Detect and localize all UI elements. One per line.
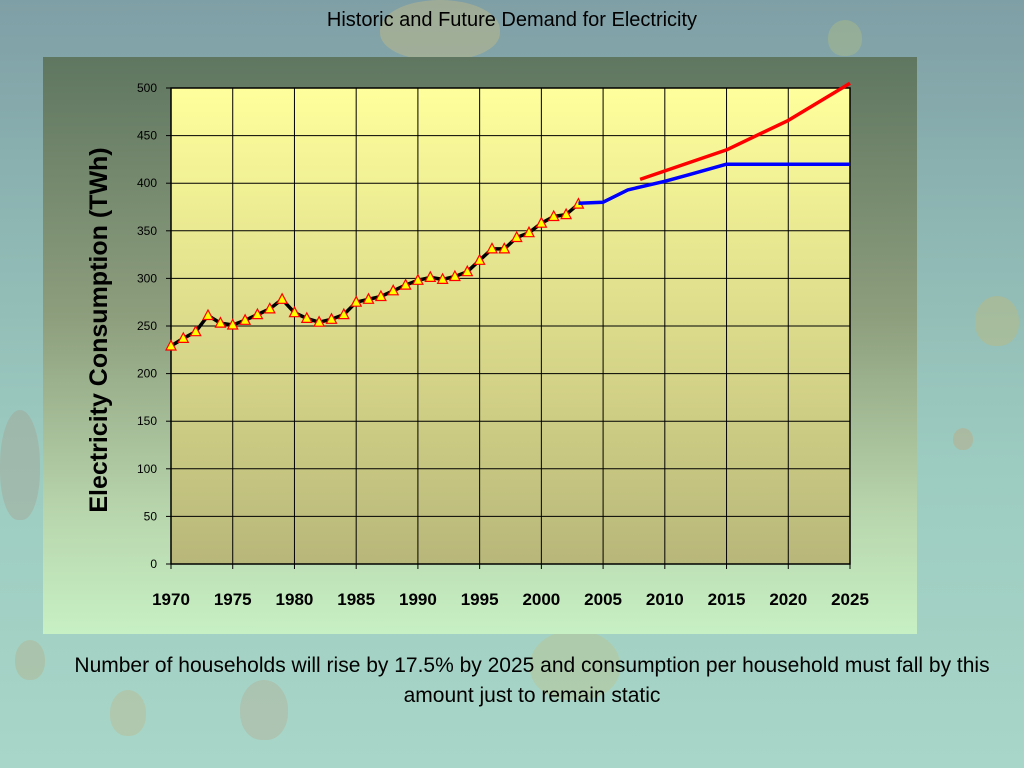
data-point-marker (498, 242, 511, 254)
balloon-decoration (0, 410, 40, 520)
data-point-marker (461, 264, 474, 277)
data-point-marker (448, 269, 461, 282)
y-tick-label: 250 (137, 319, 157, 333)
balloon-decoration (828, 20, 862, 56)
data-point-marker (374, 289, 387, 302)
data-point-marker (165, 339, 177, 351)
data-point-marker (473, 253, 486, 265)
data-point-marker (523, 225, 535, 238)
data-point-marker (276, 292, 289, 304)
data-point-marker (510, 230, 523, 243)
y-tick-label: 350 (137, 224, 157, 238)
series-line-2 (578, 162, 850, 205)
data-point-marker (325, 312, 338, 324)
data-point-marker (486, 242, 498, 254)
data-point-marker (300, 311, 313, 323)
data-point-marker (362, 292, 375, 304)
line-chart: 0 50 100 150 200 250 300 350 400 450 500 1970 1975 19… (85, 81, 869, 609)
y-axis-label: Electricity Consumption (TWh) (85, 147, 113, 512)
x-tick-label: 1970 (152, 590, 190, 609)
data-point-marker (239, 313, 252, 325)
x-tick-label: 1995 (461, 590, 499, 609)
x-tick-label: 2020 (769, 590, 807, 609)
y-tick-label: 100 (137, 462, 157, 476)
data-point-marker (411, 273, 424, 285)
plot-border (170, 87, 851, 565)
slide-title: Historic and Future Demand for Electrici… (326, 9, 698, 31)
balloon-decoration (380, 0, 500, 60)
data-point-marker (226, 318, 239, 330)
data-point-marker (547, 209, 560, 222)
x-tick-label: 1990 (399, 590, 437, 609)
y-tick-label: 300 (137, 271, 157, 285)
x-tick-label: 1975 (214, 590, 252, 609)
data-point-marker (424, 270, 437, 282)
y-tick-label: 500 (137, 81, 157, 95)
data-point-marker (177, 331, 190, 343)
chart-panel: 0 50 100 150 200 250 300 350 400 450 500 1970 1975 19… (43, 57, 917, 634)
balloon-decoration (240, 680, 288, 740)
x-tick-label: 1985 (337, 590, 375, 609)
data-point-marker (535, 216, 548, 228)
data-point-marker (313, 315, 326, 327)
x-tick-label: 2005 (584, 590, 622, 609)
data-point-marker (189, 324, 202, 337)
y-tick-label: 450 (137, 129, 157, 143)
balloon-decoration (953, 428, 973, 450)
data-point-marker (214, 316, 227, 328)
y-tick-label: 150 (137, 414, 157, 428)
y-tick-label: 400 (137, 176, 157, 190)
data-point-marker (350, 295, 363, 307)
data-point-marker (263, 302, 276, 314)
x-tick-label: 2015 (708, 590, 746, 609)
data-point-marker (337, 307, 350, 320)
balloon-decoration (15, 640, 45, 680)
data-point-marker (560, 207, 573, 220)
data-point-marker (288, 305, 301, 318)
data-point-marker (251, 307, 264, 320)
data-point-marker (399, 278, 412, 290)
data-point-marker (202, 308, 214, 321)
balloon-decoration (110, 690, 146, 736)
x-tick-label: 2000 (522, 590, 560, 609)
slide-caption: Number of households will rise by 17.5% … (74, 654, 990, 707)
series-line-1 (170, 202, 580, 348)
data-point-marker (436, 272, 449, 284)
x-tick-label: 2010 (646, 590, 684, 609)
x-tick-label: 2025 (831, 590, 869, 609)
series-line-3 (639, 81, 851, 182)
y-tick-label: 0 (150, 557, 157, 571)
balloon-decoration (975, 296, 1019, 346)
y-tick-label: 200 (137, 367, 157, 381)
balloon-decoration (530, 630, 620, 700)
data-point-marker (387, 284, 400, 296)
x-tick-label: 1980 (276, 590, 314, 609)
y-tick-label: 50 (144, 509, 158, 523)
